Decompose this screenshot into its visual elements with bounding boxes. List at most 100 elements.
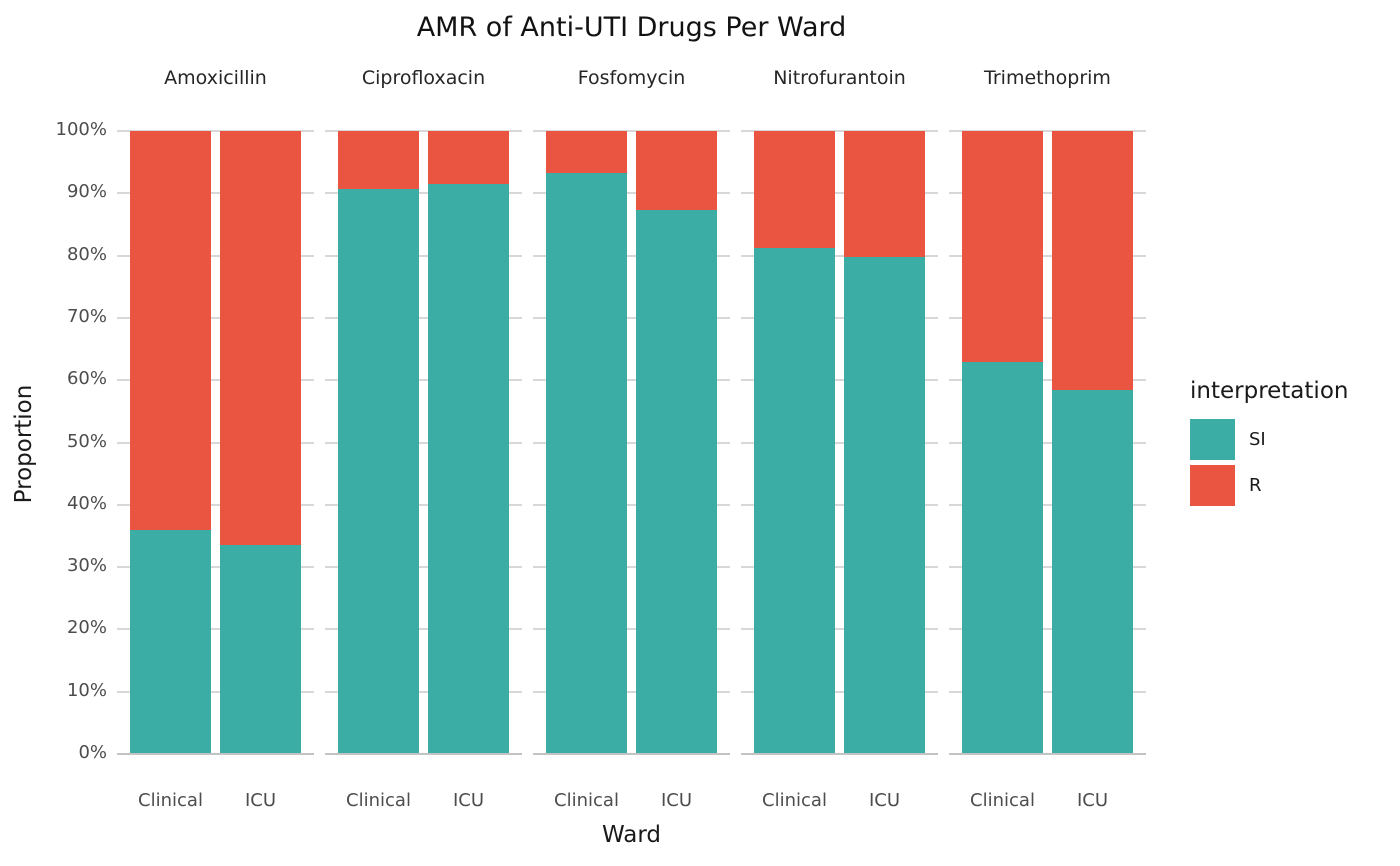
gridline — [949, 192, 1146, 195]
gridline — [117, 566, 314, 569]
y-tick-label: 40% — [66, 492, 107, 514]
stacked-bar — [636, 131, 717, 754]
facet-panel — [949, 130, 1146, 755]
gridline — [741, 566, 938, 569]
x-axis-title: Ward — [601, 822, 662, 848]
gridline — [741, 628, 938, 631]
gridline — [533, 441, 730, 444]
gridline — [325, 316, 522, 319]
gridline — [117, 690, 314, 693]
gridline — [949, 503, 1146, 506]
x-tick-label: ICU — [868, 790, 901, 811]
x-axis-line — [533, 753, 730, 755]
gridline — [533, 503, 730, 506]
bar-segment-si — [636, 209, 717, 754]
stacked-bar — [220, 131, 301, 754]
facet-panel — [741, 130, 938, 755]
bar-segment-si — [428, 183, 509, 754]
bar-segment-si — [546, 173, 627, 754]
gridline — [533, 566, 730, 569]
bar-segment-r — [844, 131, 925, 258]
legend-item-label: R — [1249, 475, 1262, 496]
legend-items: SI R — [1190, 419, 1348, 506]
x-tick-label: Clinical — [346, 790, 411, 811]
bar-segment-r — [962, 131, 1043, 362]
gridline — [741, 254, 938, 257]
bar-segment-si — [754, 248, 835, 754]
gridline — [325, 130, 522, 132]
facet-panel — [325, 130, 522, 755]
gridline — [741, 130, 938, 132]
gridline — [949, 566, 1146, 569]
gridline — [533, 192, 730, 195]
x-tick-label: ICU — [452, 790, 485, 811]
bar-segment-si — [130, 529, 211, 754]
stacked-bar — [130, 131, 211, 754]
legend-key-swatch — [1190, 465, 1235, 506]
stacked-bar — [844, 131, 925, 754]
gridline — [533, 130, 730, 132]
x-tick-label: Clinical — [762, 790, 827, 811]
bar-segment-si — [844, 257, 925, 754]
y-tick-label: 70% — [66, 305, 107, 327]
bar-segment-r — [754, 131, 835, 249]
gridline — [533, 254, 730, 257]
stacked-bar — [1052, 131, 1133, 754]
gridline — [741, 379, 938, 382]
gridline — [533, 690, 730, 693]
gridline — [325, 441, 522, 444]
gridline — [117, 192, 314, 195]
y-tick-label: 60% — [66, 368, 107, 390]
gridline — [325, 690, 522, 693]
x-tick-label: Clinical — [970, 790, 1035, 811]
bar-segment-r — [428, 131, 509, 184]
x-tick-label: ICU — [244, 790, 277, 811]
bar-segment-si — [220, 545, 301, 754]
x-axis-line — [741, 753, 938, 755]
bar-segment-r — [546, 131, 627, 174]
facet-strip-label: Amoxicillin — [164, 67, 267, 89]
x-tick-label: Clinical — [138, 790, 203, 811]
stacked-bar — [962, 131, 1043, 754]
gridline — [117, 130, 314, 132]
y-tick-label: 30% — [66, 555, 107, 577]
gridline — [325, 503, 522, 506]
gridline — [117, 441, 314, 444]
gridline — [325, 566, 522, 569]
legend-item: SI — [1190, 419, 1348, 460]
y-tick-label: 90% — [66, 181, 107, 203]
stacked-bar — [338, 131, 419, 754]
facet-strip-label: Ciprofloxacin — [361, 67, 486, 89]
gridline — [741, 690, 938, 693]
gridline — [533, 628, 730, 631]
gridline — [741, 316, 938, 319]
x-axis-line — [325, 753, 522, 755]
bar-segment-r — [1052, 131, 1133, 391]
facet-strip-label: Fosfomycin — [577, 67, 686, 89]
gridline — [949, 441, 1146, 444]
gridline — [949, 379, 1146, 382]
gridline — [533, 316, 730, 319]
gridline — [117, 628, 314, 631]
gridline — [949, 316, 1146, 319]
legend-key-swatch — [1190, 419, 1235, 460]
gridline — [949, 690, 1146, 693]
y-tick-label: 0% — [78, 742, 107, 763]
gridline — [949, 628, 1146, 631]
x-tick-label: Clinical — [554, 790, 619, 811]
x-axis-line — [117, 753, 314, 755]
chart-title: AMR of Anti-UTI Drugs Per Ward — [416, 12, 847, 43]
stacked-bar — [428, 131, 509, 754]
gridline — [117, 379, 314, 382]
y-tick-label: 10% — [66, 679, 107, 701]
x-tick-label: ICU — [1076, 790, 1109, 811]
facet-strip-label: Trimethoprim — [984, 67, 1111, 89]
gridline — [325, 379, 522, 382]
legend: interpretation SI R — [1190, 378, 1348, 511]
gridline — [325, 254, 522, 257]
facet-panel — [533, 130, 730, 755]
gridline — [741, 192, 938, 195]
stacked-bar — [754, 131, 835, 754]
gridline — [741, 441, 938, 444]
bar-segment-r — [338, 131, 419, 189]
